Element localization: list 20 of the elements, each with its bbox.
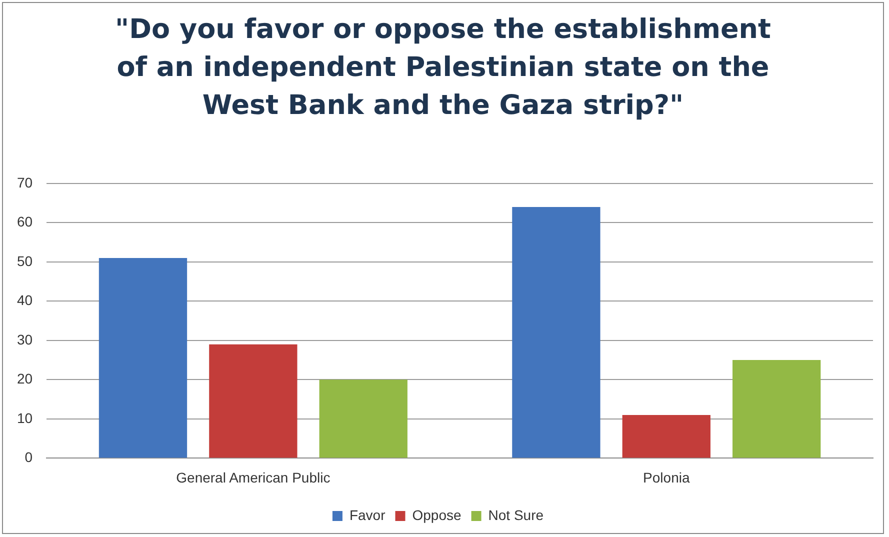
- y-tick-label: 70: [16, 174, 33, 190]
- bar: [319, 380, 408, 458]
- y-tick-label: 40: [16, 292, 33, 308]
- bar: [512, 206, 600, 458]
- legend-label: Not Sure: [488, 506, 544, 523]
- legend-label: Favor: [349, 506, 386, 523]
- chart-title: "Do you favor or oppose the establishment of an independent Palestinian state on the West Bank and the Gaza strip?": [114, 13, 772, 123]
- x-tick-label: Polonia: [643, 469, 690, 486]
- bar: [732, 360, 821, 458]
- bar: [622, 415, 710, 458]
- y-tick-label: 10: [16, 410, 33, 426]
- bar: [98, 258, 188, 458]
- legend-label: Oppose: [412, 506, 462, 523]
- bar: [209, 344, 298, 458]
- y-tick-label: 20: [16, 370, 33, 387]
- y-tick-label: 60: [16, 214, 33, 230]
- x-tick-label: General American Public: [176, 469, 330, 486]
- y-tick-label: 50: [16, 252, 33, 269]
- y-tick-label: 0: [24, 449, 33, 466]
- y-tick-label: 30: [16, 331, 33, 348]
